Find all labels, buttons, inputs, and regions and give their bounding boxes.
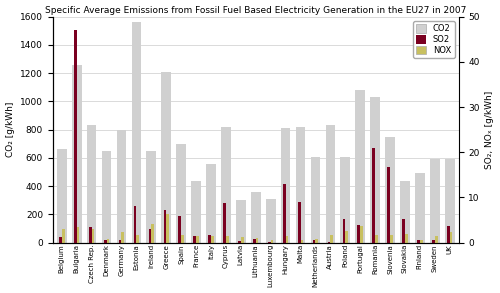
Bar <box>132 22 141 243</box>
Bar <box>72 65 82 243</box>
Y-axis label: CO₂ [g/kWh]: CO₂ [g/kWh] <box>6 102 15 157</box>
Bar <box>266 199 276 243</box>
Bar <box>430 159 440 243</box>
Bar <box>420 240 422 243</box>
Bar <box>106 239 110 243</box>
Bar <box>162 72 171 243</box>
Bar <box>241 237 244 243</box>
Bar <box>405 234 407 243</box>
Bar <box>330 236 333 243</box>
Bar <box>417 240 420 243</box>
Bar <box>435 236 438 243</box>
Bar <box>166 214 169 243</box>
Bar <box>251 192 260 243</box>
Bar <box>286 236 288 243</box>
Bar <box>119 240 122 243</box>
Bar <box>116 130 126 243</box>
Bar <box>89 227 92 243</box>
Bar <box>236 200 246 243</box>
Bar <box>238 241 241 243</box>
Bar <box>298 202 300 243</box>
Bar <box>310 156 320 243</box>
Bar <box>268 242 270 243</box>
Bar <box>194 236 196 243</box>
Bar <box>280 128 290 243</box>
Bar <box>390 236 392 243</box>
Bar <box>221 127 231 243</box>
Bar <box>92 229 94 243</box>
Bar <box>450 232 452 243</box>
Bar <box>152 224 154 243</box>
Y-axis label: SO₂, NOₓ [g/kWh]: SO₂, NOₓ [g/kWh] <box>486 91 494 169</box>
Bar <box>181 236 184 243</box>
Bar <box>358 225 360 243</box>
Bar <box>328 242 330 243</box>
Bar <box>270 240 274 243</box>
Bar <box>445 159 454 243</box>
Bar <box>176 144 186 243</box>
Legend: CO2, SO2, NOX: CO2, SO2, NOX <box>413 21 455 58</box>
Bar <box>326 125 335 243</box>
Bar <box>62 229 64 243</box>
Bar <box>87 125 97 243</box>
Bar <box>57 149 66 243</box>
Bar <box>102 151 112 243</box>
Bar <box>360 226 363 243</box>
Bar <box>402 219 405 243</box>
Bar <box>223 203 226 243</box>
Bar <box>208 236 211 243</box>
Bar <box>122 232 124 243</box>
Bar <box>415 173 424 243</box>
Bar <box>375 235 378 243</box>
Bar <box>178 216 181 243</box>
Bar <box>196 236 199 243</box>
Title: Specific Average Emissions from Fossil Fuel Based Electricity Generation in the : Specific Average Emissions from Fossil F… <box>45 6 467 15</box>
Bar <box>300 240 303 243</box>
Bar <box>76 227 80 243</box>
Bar <box>312 240 316 243</box>
Bar <box>74 30 76 243</box>
Bar <box>283 184 286 243</box>
Bar <box>356 90 365 243</box>
Bar <box>104 241 106 243</box>
Bar <box>388 167 390 243</box>
Bar <box>134 206 136 243</box>
Bar <box>432 241 435 243</box>
Bar <box>253 239 256 243</box>
Bar <box>256 238 258 243</box>
Bar <box>211 236 214 243</box>
Bar <box>136 236 139 243</box>
Bar <box>385 137 395 243</box>
Bar <box>296 127 306 243</box>
Bar <box>206 164 216 243</box>
Bar <box>372 148 375 243</box>
Bar <box>316 239 318 243</box>
Bar <box>148 229 152 243</box>
Bar <box>342 219 345 243</box>
Bar <box>447 226 450 243</box>
Bar <box>146 151 156 243</box>
Bar <box>191 180 201 243</box>
Bar <box>346 231 348 243</box>
Bar <box>370 97 380 243</box>
Bar <box>226 236 228 243</box>
Bar <box>164 210 166 243</box>
Bar <box>59 237 62 243</box>
Bar <box>340 156 350 243</box>
Bar <box>400 180 410 243</box>
